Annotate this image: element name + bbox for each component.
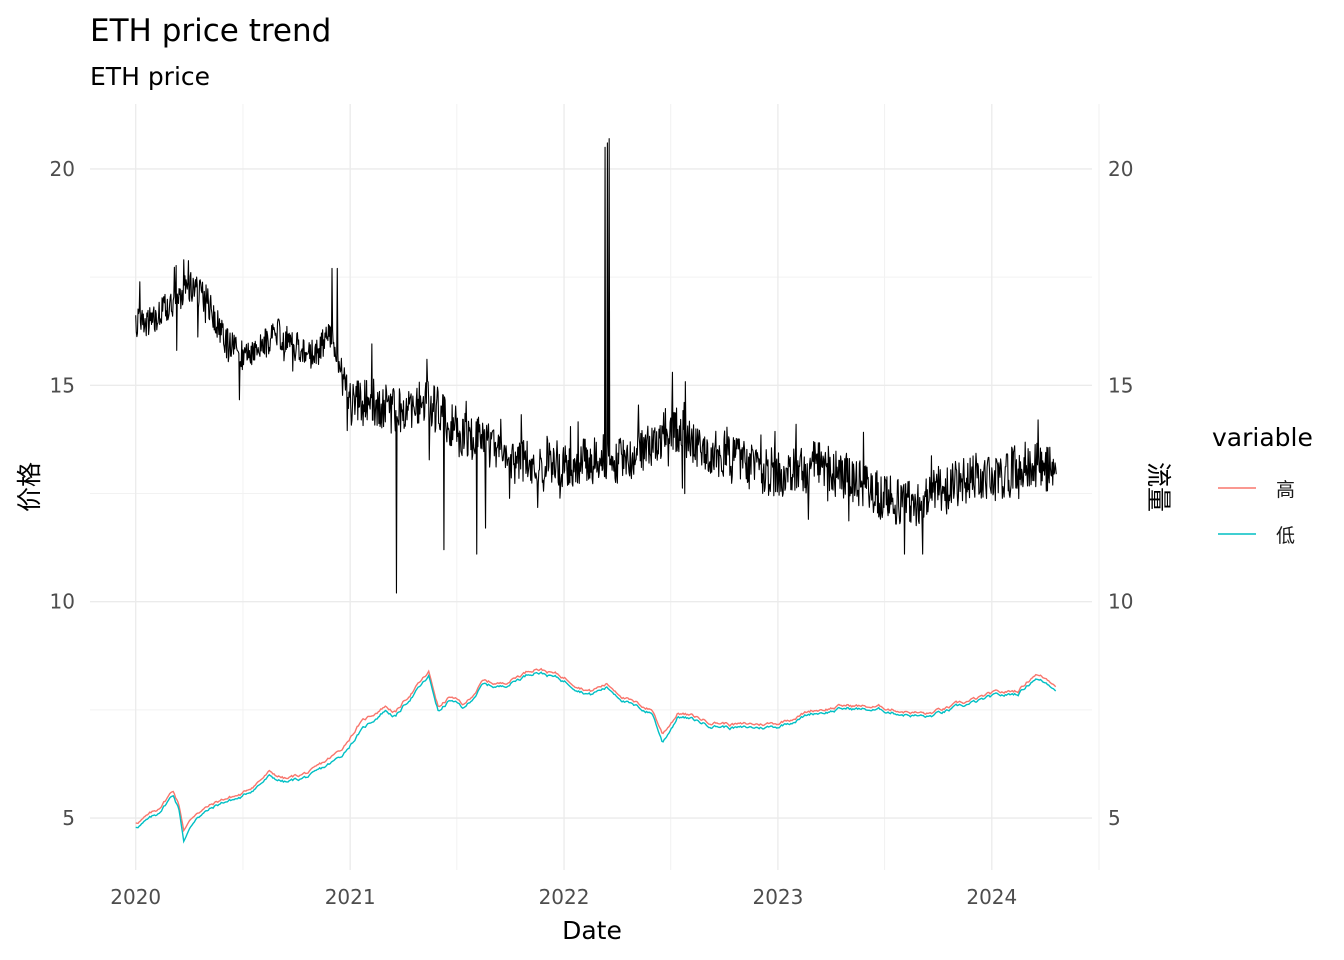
legend-label-high: 高 (1276, 479, 1295, 501)
y-tick-label-left: 20 (50, 157, 75, 181)
y-tick-label-right: 15 (1108, 373, 1133, 397)
y-tick-label-left: 10 (50, 590, 75, 614)
y-tick-label-left: 5 (62, 806, 75, 830)
series-line-low (135, 671, 1057, 844)
chart-subtitle: ETH price (90, 62, 210, 91)
series-line-high (135, 667, 1057, 833)
series-line-flow (135, 138, 1057, 594)
legend-title: variable (1212, 423, 1313, 452)
y-axis-title-left: 价格 (15, 462, 44, 512)
y-tick-label-right: 10 (1108, 590, 1133, 614)
x-tick-label: 2021 (325, 885, 376, 909)
x-tick-label: 2023 (752, 885, 803, 909)
legend-label-low: 低 (1276, 525, 1295, 547)
x-tick-label: 2024 (966, 885, 1017, 909)
y-tick-label-right: 20 (1108, 157, 1133, 181)
series-layer (135, 138, 1057, 844)
grid-minor (90, 104, 1100, 870)
x-axis-title: Date (562, 916, 622, 945)
grid-major (90, 104, 1092, 870)
x-tick-label: 2020 (110, 885, 161, 909)
legend: variable 高 低 (1212, 423, 1313, 547)
x-tick-label: 2022 (539, 885, 590, 909)
y-tick-label-right: 5 (1108, 806, 1121, 830)
y-tick-label-left: 15 (50, 373, 75, 397)
chart-title: ETH price trend (90, 13, 331, 49)
y-axis-title-right: 流量 (1144, 462, 1173, 512)
